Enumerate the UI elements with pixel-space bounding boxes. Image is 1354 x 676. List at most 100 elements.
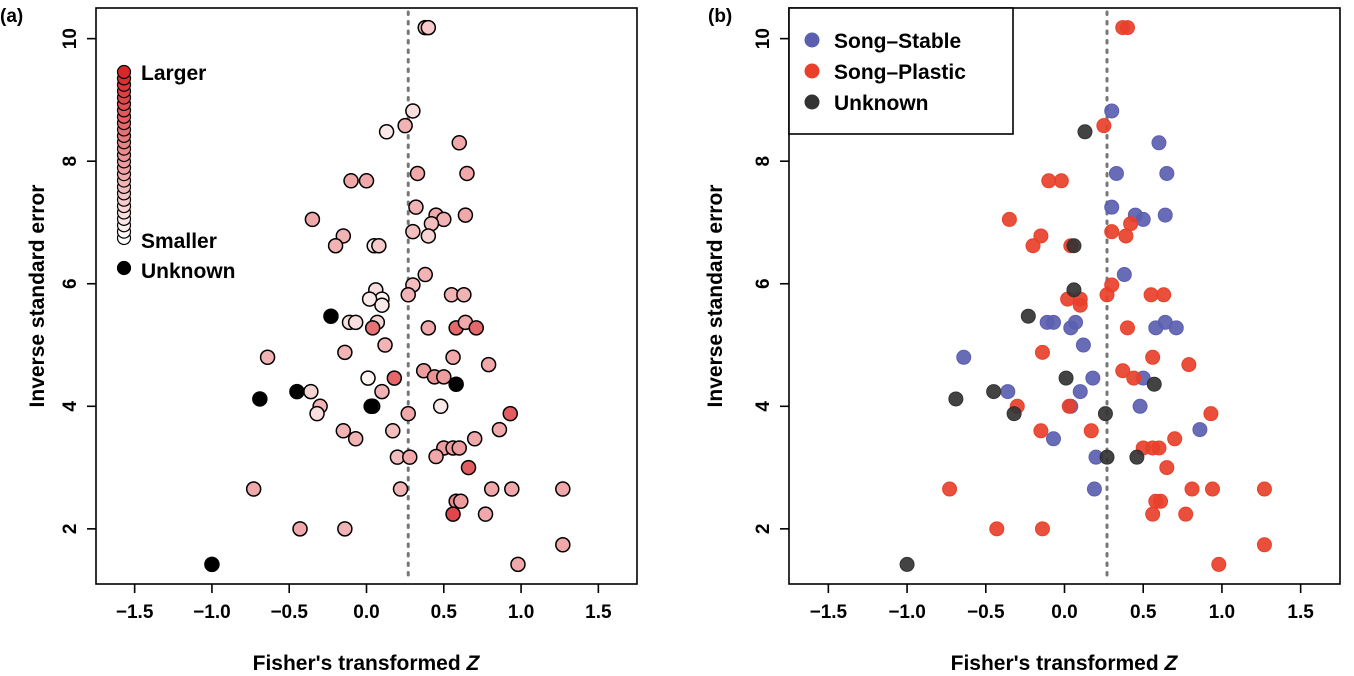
panel-a: (a) −1.5 −1.0 −0.5 0.0 0.5 1.0 1.5 2 4 6 8 10 Large… — [0, 6, 638, 675]
panel-b-x-tick-label: 0.5 — [1130, 602, 1157, 623]
panel-a-point — [453, 493, 469, 510]
panel-a-unknown-point — [252, 391, 268, 407]
panel-b-point-plastic — [1115, 363, 1131, 379]
panel-a-point — [378, 124, 395, 140]
panel-a-point — [420, 228, 437, 244]
panel-b-point-plastic — [1145, 506, 1161, 522]
panel-b-point-stable — [1135, 211, 1151, 227]
panel-a-point — [309, 405, 325, 422]
panel-a-point — [259, 349, 276, 366]
panel-a-point — [374, 297, 390, 313]
panel-a-point — [491, 421, 508, 438]
panel-a-legend-unknown-dot — [116, 260, 132, 276]
panel-a-point — [420, 320, 437, 336]
panel-a-x-axis-label-symbol: Z — [466, 652, 481, 675]
panel-a-y-tick-label: 4 — [60, 401, 81, 412]
panel-b-point-stable — [1075, 337, 1091, 353]
panel-b-point-stable — [956, 349, 972, 365]
panel-a-label: (a) — [0, 6, 23, 27]
panel-b-point-unknown — [948, 391, 964, 407]
panel-b-point-stable — [1104, 103, 1120, 119]
panel-a-point — [405, 223, 421, 240]
panel-b-point-stable — [1108, 165, 1124, 181]
panel-b-point-unknown — [1058, 370, 1074, 386]
panel-b-point-stable — [1000, 384, 1016, 400]
panel-b-point-stable — [1045, 314, 1061, 330]
panel-a-legend-gradient-dots — [116, 64, 132, 246]
panel-b-point-stable — [1192, 422, 1208, 438]
panel-a-x-axis-label: Fisher's transformed Z — [253, 652, 481, 675]
panel-a-x-tick-label: 1.5 — [585, 602, 612, 623]
panel-a-point — [409, 165, 426, 182]
panel-a-point — [343, 173, 359, 189]
panel-a-point — [408, 199, 424, 215]
panel-a-point — [358, 173, 375, 189]
panel-b-y-tick-label: 10 — [753, 28, 774, 49]
panel-b-point-unknown — [986, 384, 1002, 400]
panel-a-point — [392, 481, 409, 497]
panel-b-point-plastic — [989, 521, 1005, 537]
panel-b-point-plastic — [1099, 287, 1115, 303]
panel-b-point-plastic — [1211, 556, 1227, 572]
panel-b-y-tick-label: 6 — [753, 278, 774, 289]
panel-a-x-tick-label: −1.5 — [116, 602, 154, 623]
panel-a-point — [456, 287, 472, 303]
panel-b-point-plastic — [1145, 349, 1161, 365]
panel-a-point — [483, 481, 500, 497]
panel-b-point-plastic — [1041, 173, 1057, 189]
panel-b-point-stable — [1104, 199, 1120, 215]
panel-b-point-unknown — [1129, 449, 1145, 465]
panel-a-point — [303, 383, 319, 400]
panel-b-point-plastic — [1151, 440, 1167, 456]
panel-a-point — [292, 521, 308, 537]
panel-b-y-axis-label: Inverse standard error — [704, 185, 727, 408]
panel-a-legend-larger: Larger — [141, 62, 206, 85]
panel-a-point — [504, 481, 520, 497]
panel-a-point — [347, 314, 364, 331]
panel-b-point-unknown — [1006, 406, 1022, 422]
panel-a-x-tick-label: −1.0 — [193, 602, 231, 623]
panel-b-point-stable — [1072, 384, 1088, 400]
panel-a-x-tick-label: 0.5 — [431, 602, 458, 623]
panel-a-point — [420, 19, 437, 36]
panel-b: (b) −1.5 −1.0 −0.5 0.0 0.5 1.0 1.5 2 4 6 8 10 Song–… — [704, 6, 1341, 675]
panel-a-point — [445, 506, 461, 522]
panel-a-point — [245, 481, 262, 497]
panel-a-y-tick-label: 6 — [60, 278, 81, 289]
panel-b-point-unknown — [1077, 124, 1093, 140]
panel-b-x-axis-label-symbol: Z — [1164, 652, 1179, 675]
panel-a-point — [445, 349, 461, 366]
panel-b-point-plastic — [1096, 118, 1112, 134]
panel-a-point — [374, 383, 390, 400]
panel-b-point-plastic — [1119, 20, 1135, 36]
legend-unknown-marker — [804, 94, 820, 110]
panel-b-point-plastic — [1001, 211, 1017, 227]
panel-b-point-stable — [1151, 135, 1167, 151]
panel-a-point — [466, 431, 483, 447]
panel-a-point — [468, 320, 484, 336]
panel-b-point-plastic — [1126, 370, 1142, 386]
panel-b-point-plastic — [1203, 406, 1219, 422]
panel-b-point-stable — [1116, 267, 1132, 283]
panel-a-point — [428, 448, 444, 465]
panel-b-point-stable — [1085, 370, 1101, 386]
legend-song-plastic-label: Song–Plastic — [834, 61, 966, 84]
panel-b-point-plastic — [1025, 238, 1041, 254]
panel-a-point — [347, 431, 364, 447]
panel-a-point — [400, 405, 416, 422]
panel-b-point-plastic — [1034, 344, 1050, 360]
panel-b-legend-box — [788, 7, 1014, 135]
panel-b-point-plastic — [1153, 493, 1169, 509]
panel-a-unknown-point — [323, 308, 339, 324]
panel-b-x-tick-label: −1.5 — [810, 602, 848, 623]
panel-a-points — [204, 19, 571, 573]
panel-a-point — [361, 291, 378, 307]
panel-b-point-stable — [1086, 481, 1102, 497]
panel-a-point — [417, 266, 433, 283]
panel-b-point-plastic — [1256, 481, 1272, 497]
panel-b-point-plastic — [1053, 173, 1069, 189]
panel-b-point-unknown — [1020, 308, 1036, 324]
panel-b-point-plastic — [1119, 320, 1135, 336]
panel-b-x-tick-label: −0.5 — [967, 602, 1005, 623]
